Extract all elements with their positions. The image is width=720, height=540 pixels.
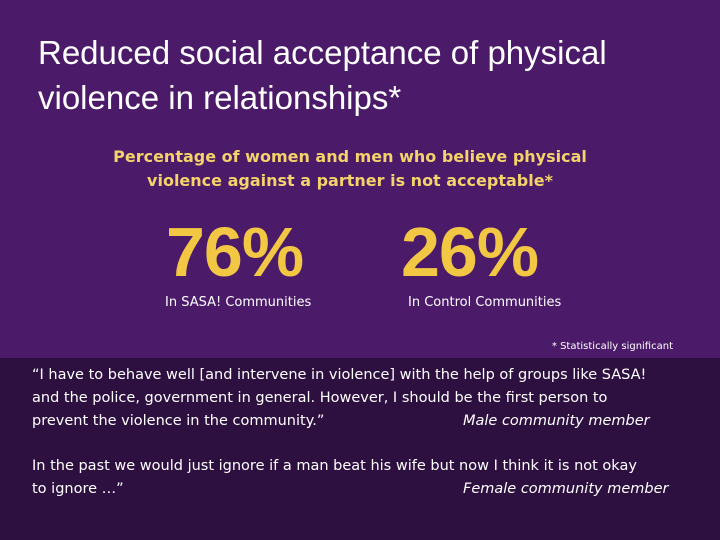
quote-line: to ignore …” [32, 481, 124, 497]
stat-caption: In Control Communities [408, 295, 562, 310]
quote-line: “I have to behave well [and intervene in… [32, 367, 647, 383]
footnote: * Statistically significant [551, 341, 673, 352]
quote-attribution: Female community member [463, 481, 669, 497]
quote-line: In the past we would just ignore if a ma… [32, 458, 637, 474]
title: violence in relationships* [38, 79, 402, 116]
quote-line: prevent the violence in the community.” [32, 413, 325, 429]
stat-value: 76% [166, 213, 304, 291]
quote-panel [0, 358, 720, 540]
stat-value: 26% [401, 213, 539, 291]
stat-caption: In SASA! Communities [165, 295, 312, 310]
subtitle: Percentage of women and men who believe … [113, 147, 587, 166]
title: Reduced social acceptance of physical [38, 34, 607, 71]
quote-line: and the police, government in general. H… [32, 390, 608, 406]
subtitle: violence against a partner is not accept… [147, 171, 553, 190]
quote-attribution: Male community member [463, 413, 650, 429]
